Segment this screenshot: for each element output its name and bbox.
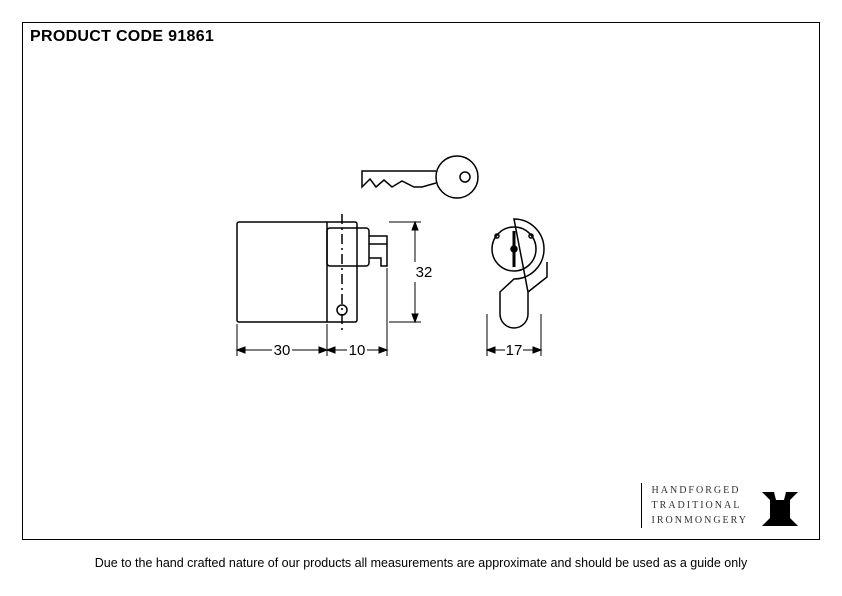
dim-cam-width: 10	[349, 342, 366, 359]
footnote: Due to the hand crafted nature of our pr…	[0, 556, 842, 570]
cylinder-side-view	[237, 214, 421, 356]
brand-line-1: Handforged	[652, 483, 748, 498]
brand-line-3: Ironmongery	[652, 513, 748, 528]
key-drawing	[362, 156, 478, 198]
dim-height: 32	[416, 264, 433, 281]
cylinder-profile-view	[487, 219, 547, 356]
brand-text: Handforged Traditional Ironmongery	[641, 483, 748, 528]
dim-profile-width: 17	[506, 342, 523, 359]
technical-drawing: 30 10 32 17	[22, 22, 820, 540]
dim-body-width: 30	[274, 342, 291, 359]
anvil-logo-icon	[760, 490, 800, 528]
brand-block: Handforged Traditional Ironmongery	[641, 483, 800, 528]
brand-line-2: Traditional	[652, 498, 748, 513]
